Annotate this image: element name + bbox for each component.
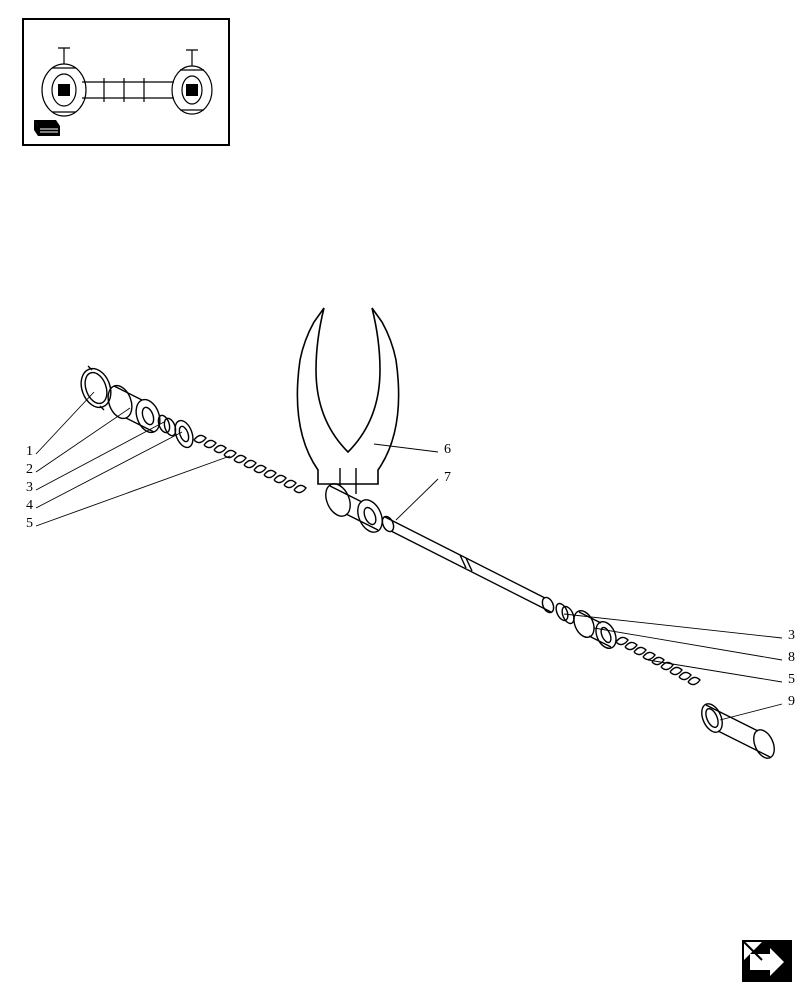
callout-4: 4: [26, 498, 33, 514]
callout-8: 8: [788, 650, 795, 666]
part-7-rod: [380, 515, 556, 615]
callout-6: 6: [444, 442, 451, 458]
callout-5b: 5: [788, 672, 795, 688]
leader-lines-mid: [374, 444, 438, 520]
callout-3b: 3: [788, 628, 795, 644]
part-3-washer-left: [156, 414, 178, 437]
leader-lines-left: [36, 392, 230, 526]
part-3-washer-right: [554, 602, 576, 626]
part-5-spring-left: [194, 435, 306, 492]
part-4-flat-washer: [172, 418, 197, 450]
callout-5: 5: [26, 516, 33, 532]
callout-7: 7: [444, 470, 451, 486]
next-page-icon[interactable]: [742, 940, 792, 982]
main-exploded-diagram: [0, 0, 812, 1000]
part-5-spring-right: [616, 637, 700, 684]
part-6-shift-fork: [297, 308, 398, 536]
callout-1: 1: [26, 444, 33, 460]
part-8-bushing: [570, 608, 620, 652]
callout-2: 2: [26, 462, 33, 478]
part-2-piston: [104, 382, 164, 435]
part-9-sleeve: [698, 701, 779, 762]
callout-3: 3: [26, 480, 33, 496]
callout-9: 9: [788, 694, 795, 710]
